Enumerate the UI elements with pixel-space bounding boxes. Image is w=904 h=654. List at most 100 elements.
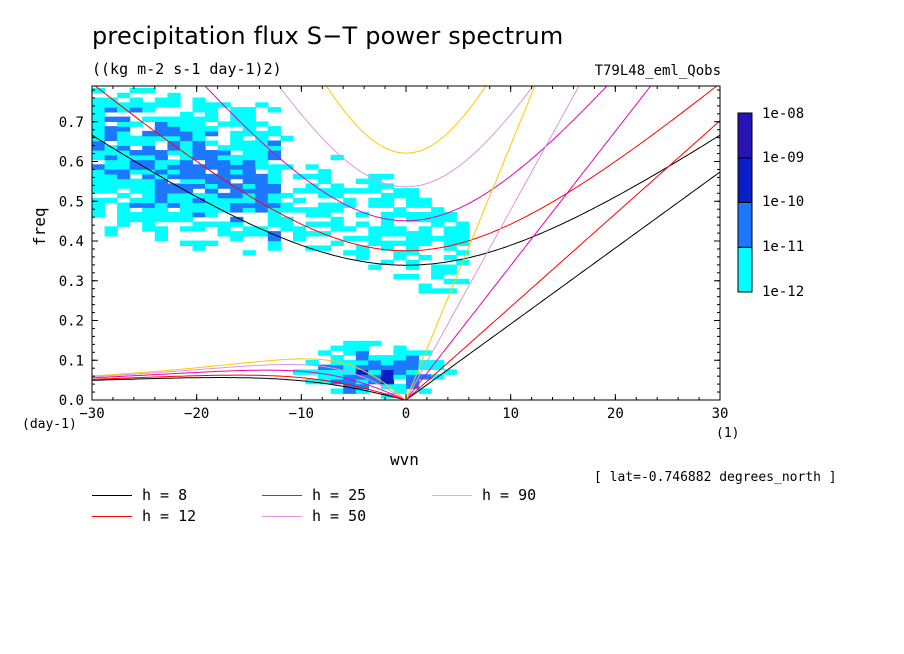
power-cell	[205, 107, 219, 113]
power-cell	[418, 388, 432, 394]
y-tick-label: 0.0	[59, 393, 84, 409]
power-cell	[330, 202, 344, 208]
power-cell	[230, 116, 244, 122]
power-cell	[318, 178, 332, 184]
power-cell	[142, 178, 156, 184]
power-cell	[267, 154, 281, 161]
power-cell	[167, 159, 181, 165]
power-cell	[129, 216, 143, 223]
power-cell	[217, 169, 231, 175]
power-cell	[418, 283, 432, 289]
power-cell	[167, 140, 181, 146]
power-cell	[142, 173, 156, 180]
power-cell	[393, 250, 407, 256]
power-cell	[154, 159, 168, 165]
power-cell	[230, 231, 244, 237]
colorbar-label: 1e-09	[762, 150, 805, 166]
power-cell	[117, 116, 131, 122]
power-cell	[92, 135, 106, 142]
axis-ticks: −30 −20 −10 0 10 20 30 0.0 0.1 0.2 0.3 0.4 0.5 0.6 0.7	[59, 86, 728, 422]
power-cell	[418, 240, 432, 246]
power-cell	[104, 116, 118, 122]
power-cell	[230, 154, 244, 161]
power-cell	[242, 188, 256, 194]
power-cell	[142, 202, 156, 208]
power-cell	[443, 216, 457, 223]
kelvin-curve-h90	[405, 86, 536, 400]
power-cell	[393, 383, 407, 390]
power-cell	[104, 102, 118, 108]
power-cell	[167, 192, 181, 199]
power-cell	[92, 202, 106, 208]
power-cell	[418, 197, 432, 204]
power-cell	[255, 135, 269, 142]
power-cell	[355, 188, 369, 194]
power-cell	[368, 240, 382, 246]
power-cell	[154, 235, 168, 242]
power-cell	[192, 164, 206, 170]
power-cell	[330, 226, 344, 232]
power-cell	[167, 197, 181, 204]
power-cell	[393, 226, 407, 232]
power-cell	[267, 240, 281, 246]
power-cell	[406, 245, 420, 251]
power-cell	[267, 235, 281, 242]
colorbar-label: 1e-08	[762, 106, 805, 122]
power-cell	[355, 212, 369, 218]
rossby-curve-h90	[92, 358, 407, 400]
power-cell	[92, 145, 106, 151]
power-cell	[179, 202, 194, 208]
power-cell	[280, 192, 294, 199]
power-cell	[267, 107, 281, 113]
kelvin-curve-h50	[405, 86, 580, 400]
power-cell	[418, 212, 432, 218]
power-cell	[393, 240, 407, 246]
power-cell	[192, 130, 206, 137]
gravity-curve-h8	[92, 134, 720, 266]
power-cell	[242, 226, 256, 232]
power-cell	[129, 140, 143, 146]
power-cell	[117, 130, 131, 137]
power-cell	[242, 231, 256, 237]
power-cell	[431, 235, 445, 242]
power-cell	[142, 192, 156, 199]
power-cell	[104, 169, 118, 175]
power-cell	[280, 135, 294, 142]
legend-label: h = 8	[142, 486, 188, 504]
power-cell	[393, 188, 407, 194]
power-cell	[267, 216, 281, 223]
power-cell	[179, 226, 194, 232]
power-cell	[129, 102, 143, 108]
power-cell	[205, 173, 219, 180]
power-cell	[393, 355, 407, 361]
power-cell	[104, 135, 118, 142]
power-cell	[255, 183, 269, 189]
power-cell	[192, 192, 206, 199]
power-cell	[117, 164, 131, 170]
power-cell	[380, 192, 395, 199]
legend-label: h = 50	[312, 507, 367, 525]
power-cell	[179, 212, 194, 218]
power-cell	[343, 197, 357, 204]
power-cell	[92, 111, 106, 118]
power-cell	[255, 188, 269, 194]
colorbar-segment	[737, 112, 753, 159]
power-cell	[179, 150, 194, 156]
power-cell	[104, 159, 118, 165]
power-cell	[443, 369, 457, 375]
x-tick-label: −30	[79, 406, 104, 422]
power-cell	[167, 126, 181, 132]
power-cell	[92, 126, 106, 132]
power-cell	[179, 116, 194, 122]
power-cell	[406, 364, 420, 370]
power-cell	[117, 216, 131, 223]
power-cell	[330, 188, 344, 194]
power-cell	[154, 178, 168, 184]
power-cell	[167, 121, 181, 127]
power-cell	[393, 192, 407, 199]
power-cell	[368, 188, 382, 194]
power-cell	[230, 140, 244, 146]
power-cell	[267, 245, 281, 251]
power-cell	[192, 121, 206, 127]
power-cell	[142, 116, 156, 122]
